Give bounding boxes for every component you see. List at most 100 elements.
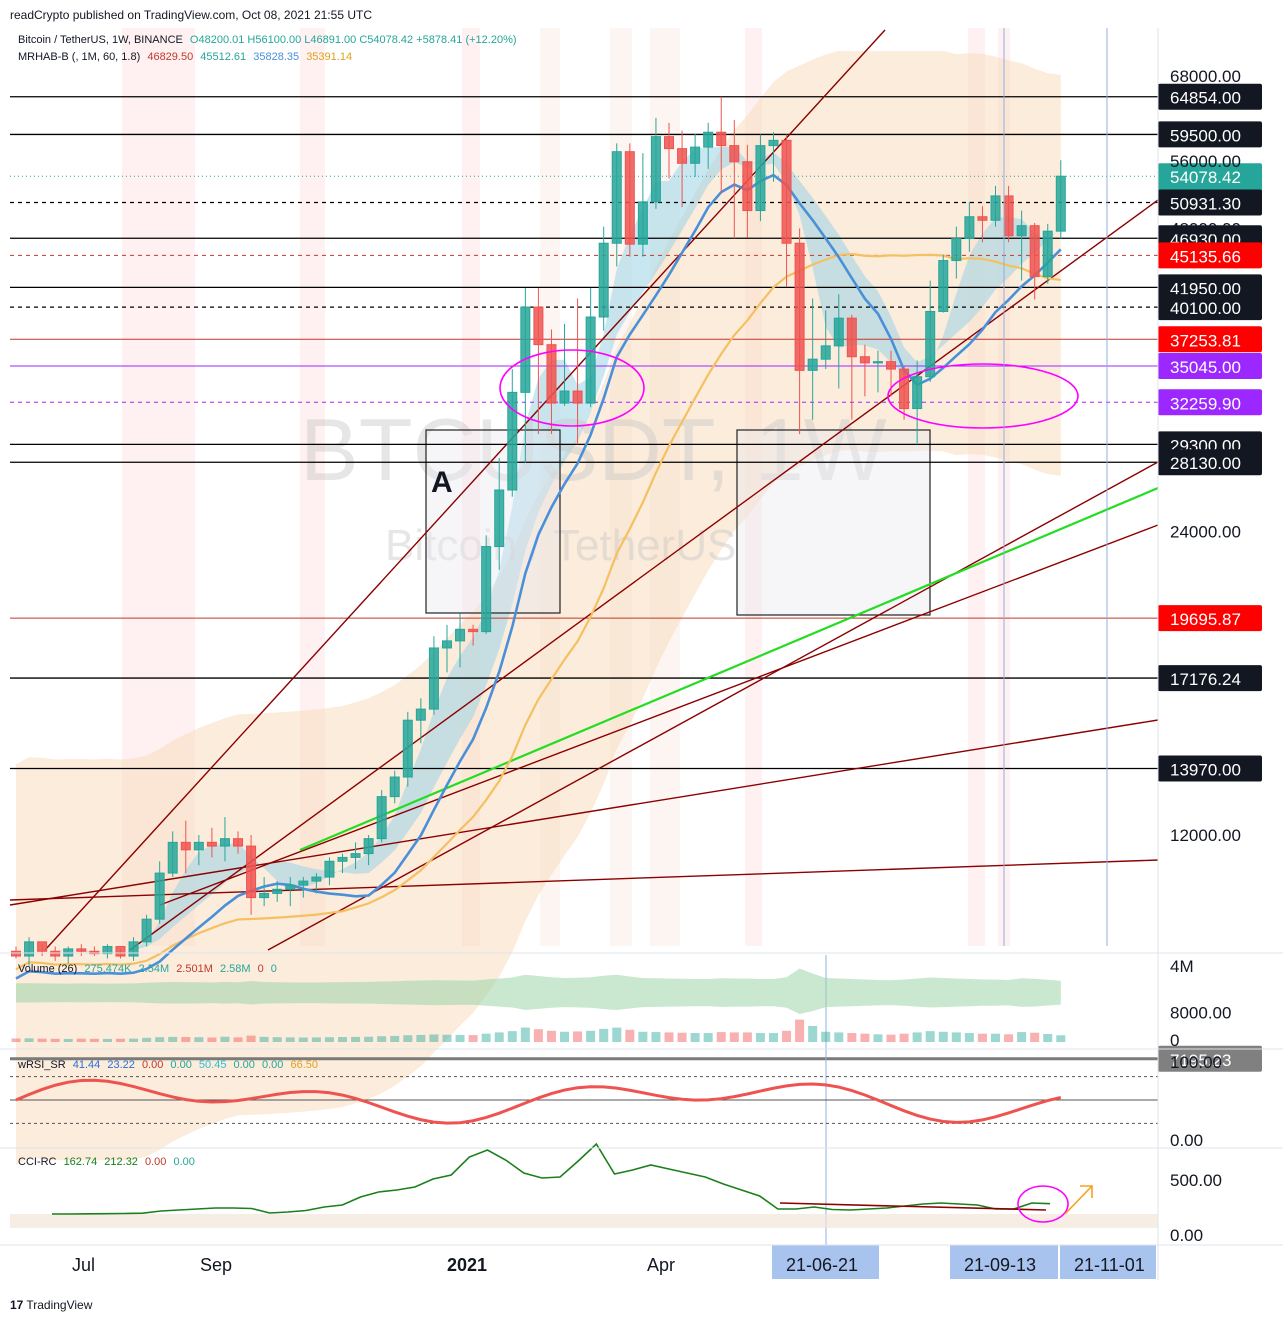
- volume-bar-20: [259, 1036, 269, 1042]
- volume-value-4: 2.58M: [219, 963, 251, 975]
- candle-body-26: [337, 856, 348, 862]
- cci-trend-line: [779, 1202, 1047, 1211]
- candle-body-18: [233, 838, 244, 847]
- price-badge-label-2: 59500.00: [1170, 126, 1241, 145]
- cci-tick-2: 0.00: [1170, 1226, 1203, 1245]
- candle-body-31: [402, 719, 413, 778]
- volume-bar-22: [285, 1037, 295, 1042]
- wrsi-value-8: 66.50: [290, 1059, 318, 1071]
- volume-legend: Volume (26) 275.474K 2.54M 2.501M 2.58M …: [18, 963, 281, 975]
- wrsi-value-5: 50.45: [198, 1059, 227, 1071]
- candle-body-16: [206, 841, 217, 847]
- volume-bar-24: [311, 1037, 321, 1042]
- volume-bar-65: [847, 1033, 857, 1042]
- price-badge-17: [1158, 1045, 1262, 1072]
- price-badge-13: [1158, 449, 1262, 476]
- time-axis[interactable]: Jul Sep 2021 Apr 21-06-21 21-09-13 21-11-01: [72, 1245, 1156, 1279]
- highlight-circle-2: [887, 363, 1079, 429]
- volume-bar-59: [768, 1033, 778, 1042]
- volume-bar-32: [416, 1034, 426, 1042]
- price-badge-14: [1158, 605, 1262, 632]
- wrsi-title[interactable]: wRSI_SR: [18, 1059, 66, 1071]
- indicator-label[interactable]: MRHAB-B (, 1M, 60, 1.8): [18, 51, 141, 63]
- volume-bar-13: [168, 1036, 178, 1042]
- price-badge-10: [1158, 353, 1262, 380]
- symbol-watermark-subtitle: Bitcoin / TetherUS: [385, 521, 736, 570]
- wrsi-value-2: 23.22: [107, 1059, 135, 1071]
- cci-value-2: 212.32: [104, 1156, 138, 1168]
- wrsi-tick-2: 0.00: [1170, 1131, 1203, 1150]
- volume-bar-52: [677, 1032, 687, 1042]
- volume-tick-1: 4M: [1170, 957, 1194, 976]
- price-tick-6: 8000.00: [1170, 1003, 1231, 1022]
- volume-value-2: 2.54M: [138, 963, 170, 975]
- volume-bar-46: [599, 1028, 609, 1042]
- volume-bar-43: [560, 1031, 570, 1042]
- candle-body-1: [11, 950, 21, 957]
- volume-bar-37: [481, 1033, 491, 1042]
- tradingview-footer[interactable]: 17 TradingView: [10, 1298, 92, 1312]
- volume-bar-51: [664, 1032, 674, 1042]
- up-arrow-icon: [1064, 1185, 1093, 1215]
- candle-body-37: [481, 546, 492, 633]
- volume-bar-60: [782, 1030, 792, 1042]
- volume-bar-18: [233, 1037, 243, 1042]
- volume-bar-79: [1030, 1032, 1040, 1042]
- volume-value-5: 0: [257, 963, 264, 975]
- price-badge-label-4: 50931.30: [1170, 194, 1241, 213]
- time-tick-3: 2021: [447, 1255, 487, 1275]
- time-tick-1: Jul: [72, 1255, 95, 1275]
- candle-body-6: [76, 948, 87, 952]
- cci-title[interactable]: CCI-RC: [18, 1156, 57, 1168]
- volume-bar-36: [468, 1035, 478, 1042]
- consolidation-boxes: [425, 429, 931, 616]
- price-badge-label-1: 64854.00: [1170, 89, 1241, 108]
- volume-title[interactable]: Volume (26): [18, 963, 78, 975]
- tradingview-logo-icon: 17: [10, 1298, 24, 1312]
- candle-body-53: [690, 146, 701, 164]
- price-badge-7: [1158, 274, 1262, 301]
- volume-bar-62: [808, 1026, 818, 1042]
- price-badge-2: [1158, 121, 1262, 148]
- cci-value-1: 162.74: [63, 1156, 98, 1168]
- volume-bar-6: [76, 1038, 86, 1042]
- candle-body-34: [441, 640, 452, 649]
- volume-bar-67: [873, 1034, 883, 1042]
- candle-body-30: [389, 776, 400, 798]
- pane-separators: [0, 28, 1283, 1280]
- candle-body-75: [977, 216, 988, 221]
- volume-bar-15: [194, 1037, 204, 1042]
- volume-bar-23: [298, 1037, 308, 1042]
- volume-bar-70: [912, 1032, 922, 1042]
- volume-bar-58: [755, 1033, 765, 1042]
- volume-bar-25: [324, 1037, 334, 1042]
- candle-body-71: [925, 310, 936, 378]
- cci-pane: 500.00 0.00: [10, 1142, 1222, 1245]
- time-tick-2: Sep: [200, 1255, 232, 1275]
- candle-body-4: [50, 950, 61, 957]
- volume-bar-34: [442, 1034, 452, 1042]
- orange-ma-line: [15, 252, 1061, 971]
- price-badge-label-14: 19695.87: [1170, 610, 1241, 629]
- candle-body-55: [716, 131, 727, 147]
- candle-body-78: [1016, 225, 1027, 237]
- candle-body-70: [912, 376, 923, 410]
- price-badge-label-7: 41950.00: [1170, 279, 1241, 298]
- volume-bar-50: [651, 1032, 661, 1042]
- candle-body-10: [128, 941, 139, 957]
- candle-body-17: [219, 838, 230, 847]
- volume-bar-31: [403, 1035, 413, 1042]
- blue-ma-line: [15, 173, 1062, 980]
- volume-bar-21: [272, 1037, 282, 1042]
- symbol-watermark: BTCUSDT, 1W: [300, 400, 887, 499]
- price-badge-label-6: 45135.66: [1170, 247, 1241, 266]
- symbol-label[interactable]: Bitcoin / TetherUS, 1W, BINANCE: [18, 34, 183, 46]
- volume-bar-57: [742, 1032, 752, 1042]
- wrsi-tick-1: 100.00: [1170, 1053, 1222, 1072]
- candle-body-68: [886, 361, 897, 370]
- candle-body-60: [781, 139, 792, 244]
- volume-bar-47: [612, 1027, 622, 1042]
- candle-body-43: [559, 390, 570, 404]
